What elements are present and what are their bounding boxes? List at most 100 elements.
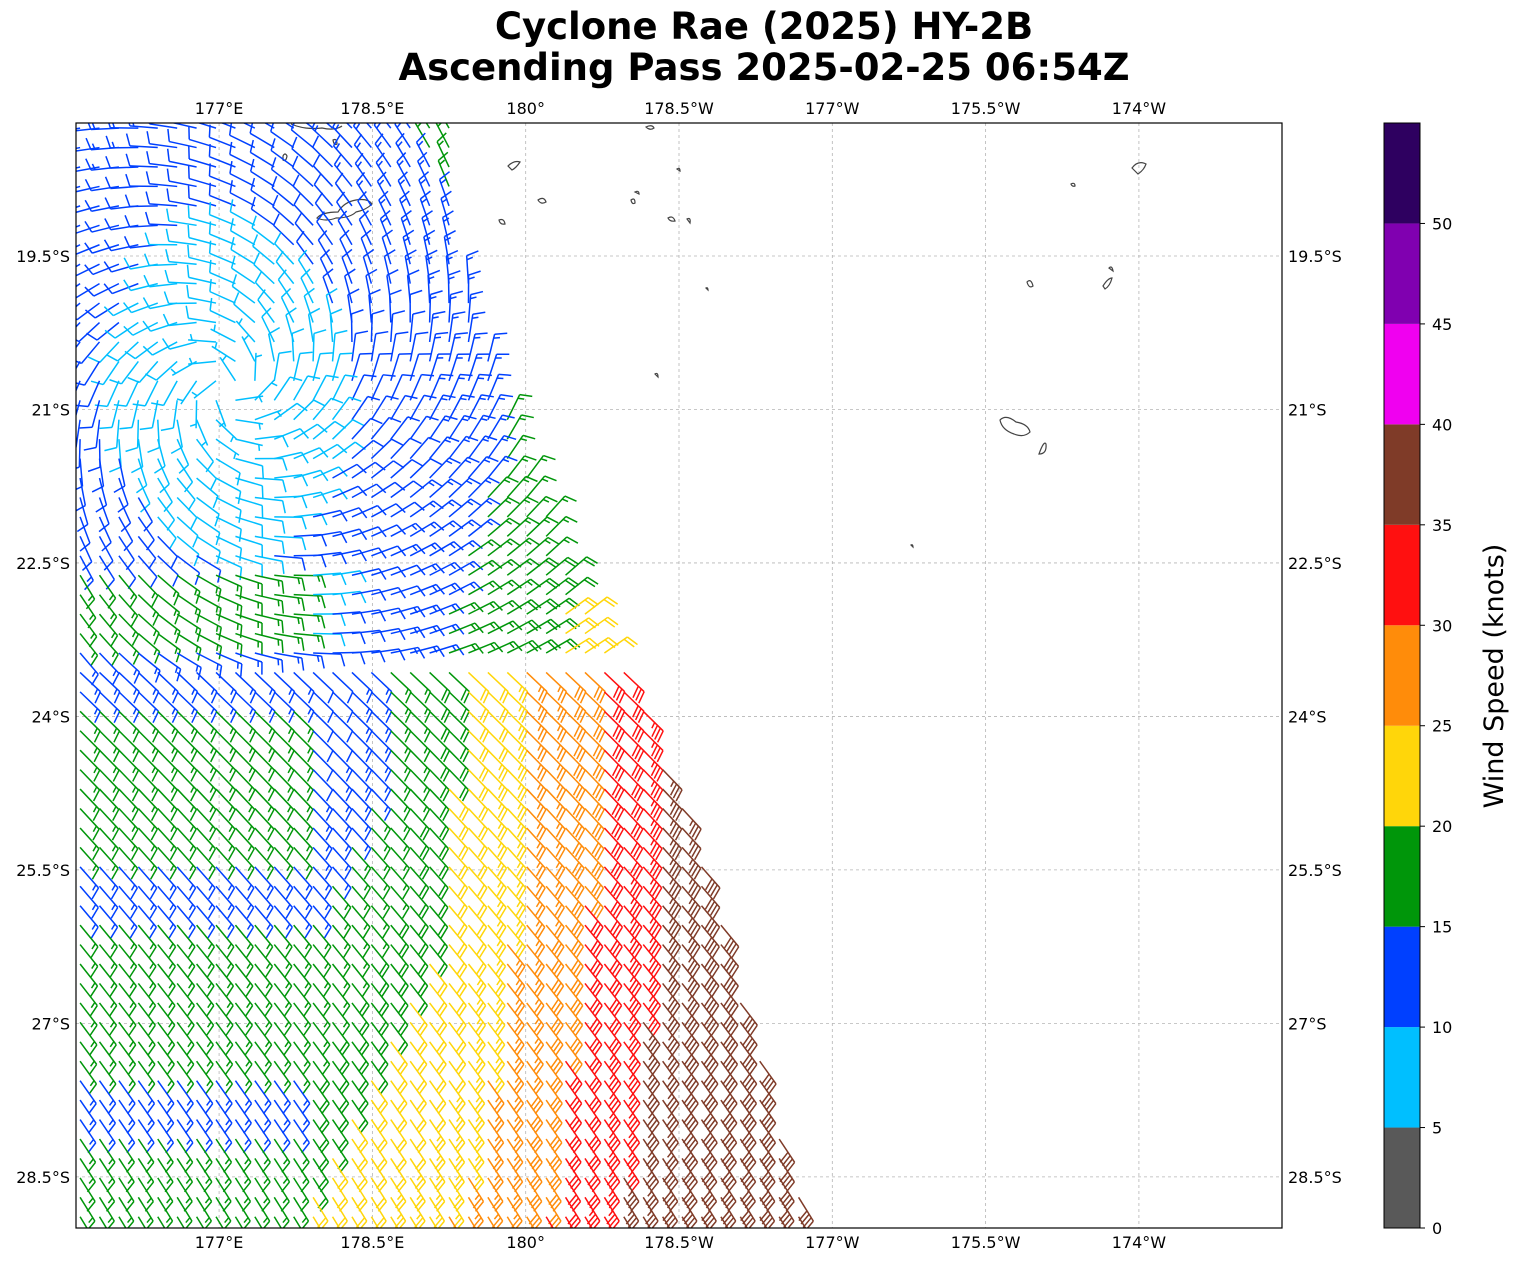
wind-barb <box>700 905 721 939</box>
wind-barb <box>285 307 297 343</box>
wind-barb <box>467 1041 486 1076</box>
wind-barb <box>176 1216 185 1228</box>
wind-barb <box>642 1041 661 1076</box>
wind-barb <box>164 269 197 285</box>
wind-barb <box>351 483 387 499</box>
wind-barb <box>603 710 626 743</box>
wind-barb <box>332 691 354 724</box>
wind-barb <box>270 157 295 188</box>
wind-barb <box>98 1216 108 1228</box>
wind-barb <box>274 495 308 509</box>
wind-barb <box>603 944 623 978</box>
wind-barb <box>195 1216 205 1228</box>
wind-barb <box>76 244 100 256</box>
wind-barb <box>370 671 393 704</box>
wind-barb <box>739 1060 758 1095</box>
wind-barb <box>137 846 158 880</box>
wind-barb <box>332 671 354 704</box>
wind-barb <box>642 924 662 958</box>
wind-barb <box>137 944 157 978</box>
island-coastline <box>630 198 636 205</box>
wind-barb <box>98 749 120 782</box>
wind-barb <box>720 1138 737 1173</box>
wind-barb <box>331 1138 349 1173</box>
wind-barb <box>739 1080 758 1115</box>
wind-barb <box>564 866 585 900</box>
wind-barb <box>331 827 352 861</box>
wind-barb <box>118 555 137 590</box>
wind-barb <box>623 963 642 997</box>
wind-barb <box>196 827 217 861</box>
wind-barb <box>274 473 309 487</box>
wind-barb <box>165 228 197 246</box>
wind-barb <box>137 963 157 997</box>
wind-barb <box>234 827 255 861</box>
wind-barb <box>467 1177 485 1212</box>
wind-barb <box>254 1138 271 1173</box>
wind-barb <box>545 710 567 743</box>
wind-barb <box>383 249 396 284</box>
wind-barb <box>128 123 158 129</box>
island-coastline <box>675 167 681 173</box>
wind-barb <box>720 1060 738 1095</box>
wind-barb <box>274 574 306 591</box>
wind-barb <box>339 229 353 265</box>
wind-barb <box>429 769 450 802</box>
wind-barb <box>332 549 367 562</box>
island-coastline <box>507 160 521 171</box>
wind-barb <box>487 1002 506 1037</box>
wind-barb <box>157 1216 166 1228</box>
wind-barb <box>642 788 664 821</box>
wind-barb <box>700 983 720 1017</box>
wind-barb <box>331 905 352 939</box>
wind-barb <box>370 330 389 362</box>
wind-barb <box>254 516 286 534</box>
wind-barb <box>312 1099 330 1134</box>
wind-barb <box>351 588 387 601</box>
wind-barb <box>371 503 406 518</box>
wind-barb <box>234 1177 252 1212</box>
wind-barb <box>293 1002 312 1037</box>
wind-barb <box>351 944 371 978</box>
wind-barb <box>603 846 624 880</box>
wind-barb <box>739 1177 756 1212</box>
wind-barb <box>98 866 119 900</box>
wind-barb <box>293 1041 311 1076</box>
wind-barb <box>79 788 100 821</box>
wind-barb <box>397 171 411 207</box>
wind-barb <box>404 249 417 284</box>
wind-barb <box>603 1177 621 1212</box>
map-title: Cyclone Rae (2025) HY-2B Ascending Pass … <box>0 6 1520 88</box>
wind-barb <box>293 613 326 629</box>
wind-barb <box>176 1099 194 1134</box>
wind-barb <box>642 808 663 841</box>
wind-barb <box>76 341 81 349</box>
wind-barb <box>157 671 179 704</box>
wind-barb <box>273 808 294 841</box>
wind-barb <box>195 1138 213 1173</box>
wind-barb <box>146 131 178 149</box>
wind-barb <box>273 827 294 861</box>
wind-barb <box>623 846 644 880</box>
wind-barb <box>564 924 584 958</box>
wind-barb <box>526 1002 545 1037</box>
wind-barb <box>235 516 264 538</box>
wind-barb <box>428 1177 446 1212</box>
wind-barb <box>124 194 158 208</box>
wind-barb <box>312 1080 330 1115</box>
wind-barb <box>118 788 139 821</box>
wind-barb <box>642 730 664 763</box>
wind-barb <box>103 261 139 273</box>
wind-barb <box>759 1060 777 1095</box>
wind-barb <box>293 1021 312 1056</box>
wind-barb <box>254 1196 271 1228</box>
wind-barb <box>467 749 489 782</box>
wind-barb <box>137 1080 156 1115</box>
wind-barb <box>487 640 523 654</box>
wind-barb <box>254 496 286 514</box>
wind-barb <box>270 123 295 149</box>
wind-barb <box>312 1158 329 1193</box>
wind-barb <box>467 846 488 880</box>
wind-barb <box>564 1060 583 1095</box>
wind-barb <box>98 535 114 571</box>
